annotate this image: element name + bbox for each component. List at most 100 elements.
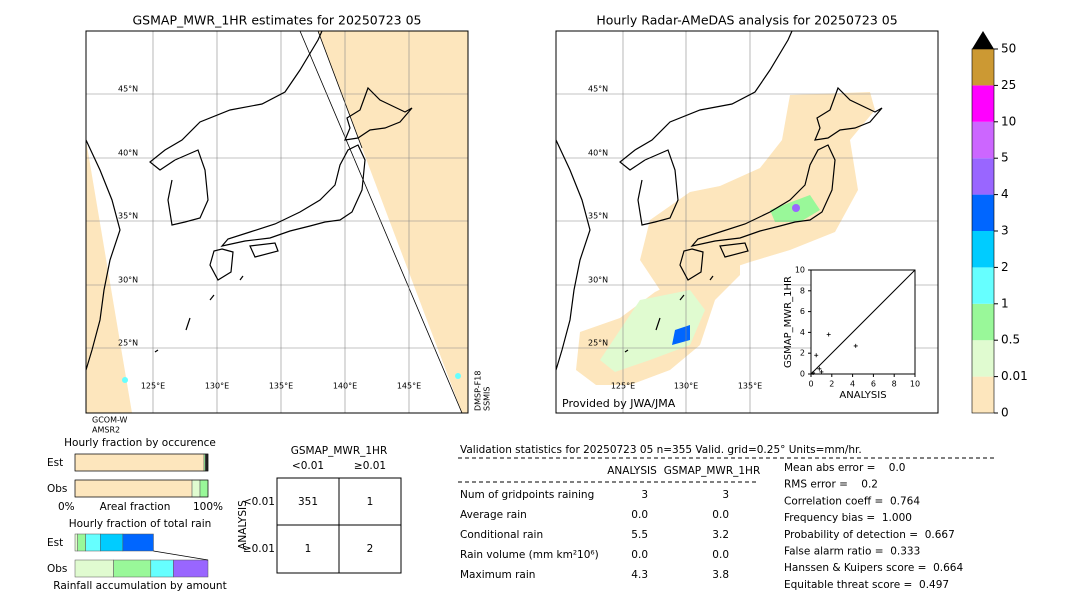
table-cell: 351 <box>298 496 318 508</box>
fraction-segment <box>199 479 209 498</box>
lat-label: 30°N <box>588 276 608 285</box>
scatter-point <box>826 332 831 337</box>
score: False alarm ratio = 0.333 <box>784 546 920 558</box>
sensor-label: DMSP-F18 <box>474 371 483 411</box>
colorbar-segment <box>972 376 994 413</box>
colorbar-segment <box>972 194 994 231</box>
colorbar-segment <box>972 231 994 268</box>
colorbar: 0 0.01 0.5 1 2 3 4 5 10 25 50 <box>971 31 1028 420</box>
lat-label: 40°N <box>588 149 608 158</box>
map-border <box>85 30 469 414</box>
fraction-segment <box>173 559 209 578</box>
lat-label: 35°N <box>588 212 608 221</box>
lat-label: 45°N <box>588 85 608 94</box>
row-label: Num of gridpoints raining <box>460 489 594 501</box>
colorbar-label: 0.5 <box>1001 333 1020 347</box>
y-tick-label: 10 <box>795 266 805 275</box>
column-header: GSMAP_MWR_1HR <box>664 465 760 477</box>
row-label: Conditional rain <box>460 529 543 541</box>
panel-title: Hourly fraction by occurence <box>64 437 216 449</box>
scatter-point <box>853 343 858 348</box>
score: Probability of detection = 0.667 <box>784 529 955 541</box>
y-tick-label: 6 <box>800 307 805 316</box>
score: Equitable threat score = 0.497 <box>784 579 949 591</box>
map-border <box>555 30 939 414</box>
validation-statistics: Validation statistics for 20250723 05 n=… <box>458 444 996 591</box>
no-data-swath <box>86 140 132 413</box>
table-cell: 4.3 <box>631 569 648 581</box>
rain-pixel <box>122 377 128 383</box>
map-title: Hourly Radar-AMeDAS analysis for 2025072… <box>596 13 897 28</box>
table-cell: 3 <box>722 489 729 501</box>
rain-pixel <box>455 373 461 379</box>
row-title: ANALYSIS <box>237 500 249 550</box>
colorbar-segment <box>972 158 994 195</box>
fraction-segment <box>74 533 78 552</box>
lon-label: 140°E <box>333 382 357 391</box>
scatter-point <box>819 369 824 374</box>
colorbar-segment <box>972 267 994 304</box>
score: Correlation coeff = 0.764 <box>784 495 920 507</box>
table-cell: 1 <box>367 496 374 508</box>
colorbar-label: 50 <box>1001 42 1016 56</box>
fraction-segment <box>85 533 101 552</box>
analysis-area <box>640 92 875 290</box>
fraction-segment <box>191 479 201 498</box>
swath-edge <box>299 30 463 414</box>
y-tick-label: 8 <box>800 286 805 295</box>
table-title: GSMAP_MWR_1HR <box>291 445 387 457</box>
colorbar-label: 2 <box>1001 260 1009 274</box>
scatter-point <box>814 353 819 358</box>
sensor-label: AMSR2 <box>92 426 120 435</box>
map-title: GSMAP_MWR_1HR estimates for 20250723 05 <box>133 13 422 28</box>
colorbar-label: 1 <box>1001 296 1009 310</box>
fraction-segment <box>74 559 114 578</box>
table-cell: 2 <box>367 543 374 555</box>
x-tick-label: 2 <box>829 380 834 389</box>
x-tick-label: 8 <box>892 380 897 389</box>
row-header: ≥0.01 <box>243 543 275 555</box>
lon-label: 130°E <box>205 382 229 391</box>
colorbar-label: 4 <box>1001 187 1009 201</box>
x-tick-label: 4 <box>850 380 855 389</box>
table-cell: 0.0 <box>712 549 729 561</box>
x-axis-label: ANALYSIS <box>839 390 886 401</box>
column-header: ≥0.01 <box>354 460 386 472</box>
colorbar-label: 0.01 <box>1001 369 1028 383</box>
lat-label: 25°N <box>118 339 138 348</box>
colorbar-segment <box>972 49 994 86</box>
lat-label: 40°N <box>118 149 138 158</box>
sensor-label: SSMIS <box>483 387 492 412</box>
contingency-table: GSMAP_MWR_1HR <0.01 ≥0.01 ANALYSIS <0.01… <box>237 445 402 574</box>
table-cell: 0.0 <box>631 509 648 521</box>
scatter-point <box>811 370 816 375</box>
no-data-swath <box>318 31 468 413</box>
colorbar-label: 3 <box>1001 224 1009 238</box>
row-label: Est <box>47 537 63 549</box>
y-tick-label: 0 <box>800 370 805 379</box>
fraction-segment <box>205 453 209 472</box>
credit: Provided by JWA/JMA <box>562 397 676 410</box>
lat-label: 35°N <box>118 212 138 221</box>
colorbar-segment <box>972 303 994 341</box>
rain-area <box>792 204 800 212</box>
row-label: Maximum rain <box>460 569 535 581</box>
row-header: <0.01 <box>243 496 275 508</box>
axis-label: 0% <box>58 501 75 513</box>
row-label: Obs <box>47 563 67 575</box>
lon-label: 125°E <box>611 382 635 391</box>
lon-label: 135°E <box>738 382 762 391</box>
y-axis-label: GSMAP_MWR_1HR <box>783 276 794 368</box>
fraction-segment <box>77 533 86 552</box>
fraction-segment <box>113 559 152 578</box>
scatter-point <box>817 366 822 371</box>
rain-area <box>672 325 690 345</box>
fraction-panels: Hourly fraction by occurence Est Obs 0% … <box>47 437 227 592</box>
fraction-segment <box>150 559 174 578</box>
table-cell: 3.8 <box>712 569 729 581</box>
fraction-segment <box>100 533 124 552</box>
table-cell: 5.5 <box>631 529 648 541</box>
lon-label: 145°E <box>397 382 421 391</box>
fraction-segment <box>74 479 193 498</box>
